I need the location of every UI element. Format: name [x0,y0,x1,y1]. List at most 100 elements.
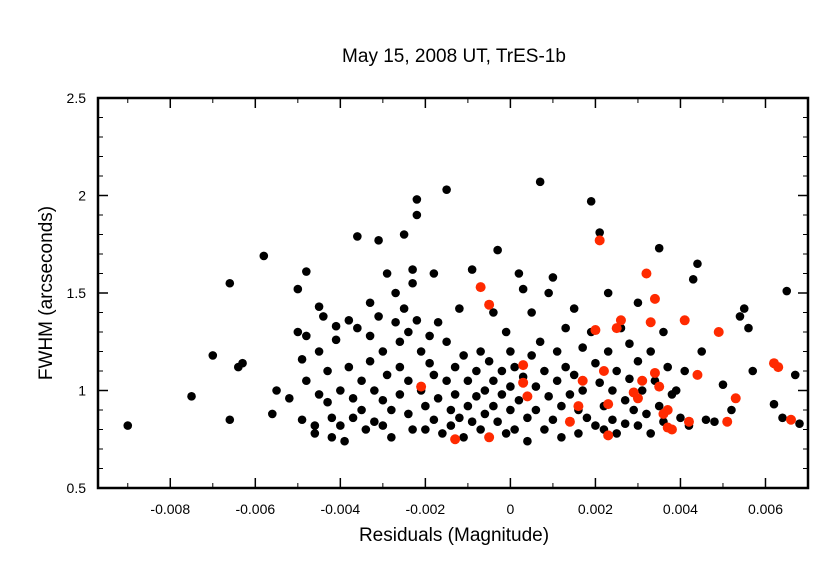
data-point [336,421,345,430]
data-point [416,347,426,356]
data-point [412,195,422,204]
data-point [518,360,529,371]
data-point [442,376,451,386]
data-point [387,433,396,442]
data-point [412,316,422,325]
data-point [340,436,349,446]
x-tick-label: 0.006 [748,501,783,517]
data-point [730,393,741,404]
data-point [535,337,545,347]
data-point [603,399,614,410]
data-point [459,351,468,360]
data-point [387,405,396,415]
chart-title: May 15, 2008 UT, TrES-1b [342,46,566,67]
data-point [603,430,614,441]
data-point [442,337,451,347]
data-point [577,375,588,386]
data-point [676,413,685,423]
data-point [489,376,498,386]
data-point [629,405,638,415]
data-point [595,378,604,388]
data-point [654,401,664,411]
data-point [683,416,694,427]
data-point [561,323,570,333]
data-point [408,265,417,274]
data-point [692,369,703,380]
data-point [382,269,392,278]
data-point [514,269,524,278]
x-tick-label: -0.002 [406,501,446,517]
data-point [633,298,643,308]
x-tick-label: -0.004 [320,501,360,517]
data-point [544,392,553,401]
data-point [510,425,519,434]
data-point [769,399,779,409]
data-point [654,381,665,392]
data-point [523,436,532,446]
data-point [123,421,133,430]
data-point [429,370,439,380]
data-point [348,413,358,423]
data-point [649,367,660,378]
data-point [348,394,358,403]
data-point [429,415,439,425]
data-point [497,366,507,376]
black-series [123,177,804,446]
data-point [225,415,235,425]
y-tick-label: 2 [78,188,86,204]
data-point [642,409,651,419]
data-point [637,375,648,386]
data-point [531,405,541,415]
data-point [268,409,277,419]
data-point [344,316,354,325]
data-point [327,413,337,423]
data-point [442,185,451,194]
data-point [272,386,281,395]
data-point [620,419,630,428]
data-point [645,317,656,328]
data-point [573,401,584,412]
data-point [391,288,400,298]
data-point [666,424,677,435]
data-point [484,356,494,366]
data-point [693,259,702,269]
data-point [574,429,583,438]
plot-frame [96,96,810,490]
y-tick-label: 1 [78,383,86,399]
data-point [455,413,464,423]
data-point [735,312,745,321]
data-point [527,351,536,360]
data-point [608,386,617,395]
data-point [395,362,405,372]
minor-ticks [98,98,809,488]
data-point [569,370,579,380]
data-point [557,433,566,442]
data-point [208,351,218,360]
data-point [564,416,575,427]
data-point [302,376,311,386]
data-point [578,386,587,395]
data-point [425,331,434,341]
data-point [404,376,413,386]
data-point [336,386,345,395]
data-point [748,366,758,376]
data-point [446,421,456,430]
data-point [641,268,652,279]
data-point [569,304,579,313]
data-point [225,278,235,288]
data-point [620,395,630,405]
data-point [603,347,613,356]
data-point [510,362,519,372]
data-point [433,394,443,403]
data-point [514,395,524,405]
data-point [710,417,719,427]
data-point [493,417,502,427]
data-point [552,376,562,386]
data-point [713,327,724,337]
data-point [612,366,621,376]
data-point [633,421,643,430]
data-point [374,312,383,321]
data-point [727,405,736,415]
data-point [531,382,541,391]
data-point [744,323,753,333]
